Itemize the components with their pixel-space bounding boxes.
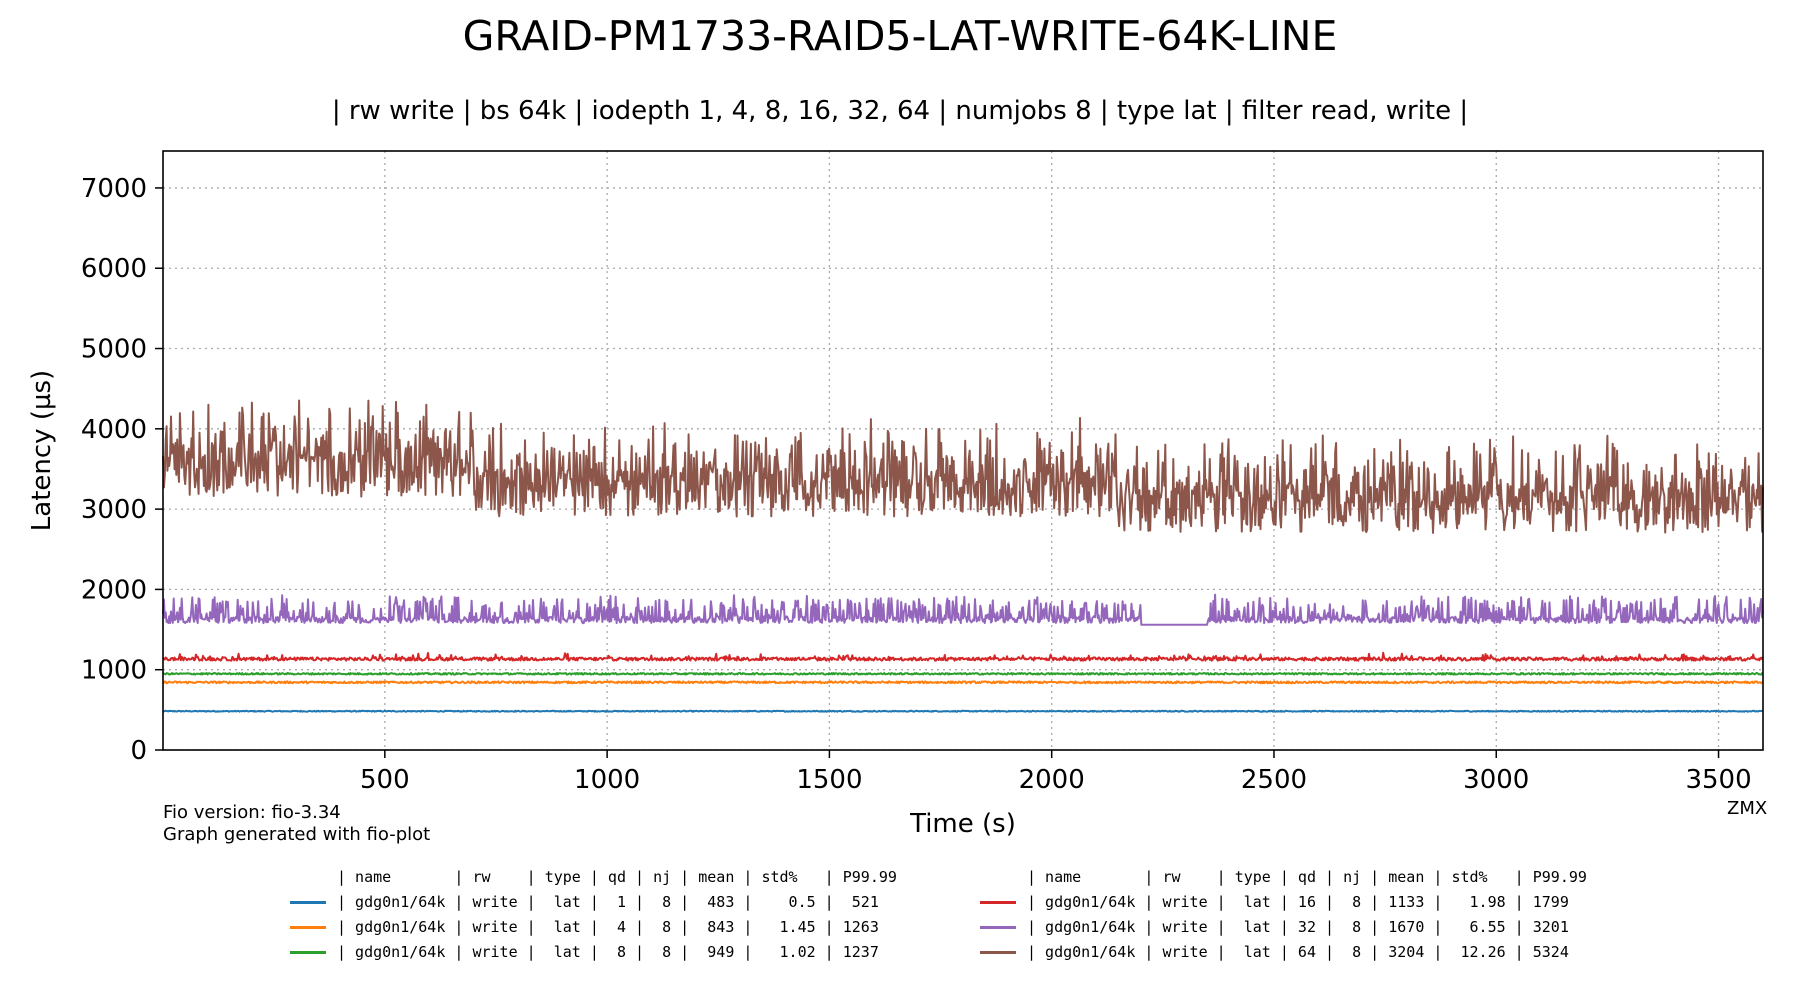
x-tick-label: 2500	[1241, 765, 1307, 795]
series-line-qd-32	[162, 593, 1764, 626]
legend-entry: | gdg0n1/64k | write | lat | 16 | 8 | 11…	[1027, 893, 1569, 911]
y-tick-label: 3000	[81, 495, 147, 525]
legend-entry: | gdg0n1/64k | write | lat | 64 | 8 | 32…	[1027, 943, 1569, 961]
series-line-qd-16	[162, 651, 1764, 662]
series-line-qd-8	[162, 672, 1764, 676]
fio-version-note: Fio version: fio-3.34	[163, 802, 341, 823]
y-tick-label: 5000	[81, 335, 147, 365]
x-tick-label: 500	[360, 765, 410, 795]
x-tick-label: 3500	[1685, 765, 1751, 795]
series-layer	[162, 399, 1764, 713]
chart-title: GRAID-PM1733-RAID5-LAT-WRITE-64K-LINE	[462, 12, 1338, 60]
y-tick-label: 0	[130, 736, 147, 766]
tick-layer: 500 1000 1500 2000 2500 3000 3500 0 1000 2000 3000…	[81, 174, 1752, 795]
watermark: ZMX	[1727, 798, 1768, 819]
chart-subtitle: | rw write | bs 64k | iodepth 1, 4, 8, 1…	[331, 96, 1469, 126]
x-tick-label: 2000	[1019, 765, 1085, 795]
series-line-qd-4	[162, 680, 1764, 685]
x-tick-label: 1500	[796, 765, 862, 795]
x-tick-label: 3000	[1463, 765, 1529, 795]
legend-entry: | gdg0n1/64k | write | lat | 32 | 8 | 16…	[1027, 918, 1569, 936]
y-tick-label: 4000	[81, 415, 147, 445]
legend-entry: | gdg0n1/64k | write | lat | 8 | 8 | 949…	[337, 943, 879, 961]
series-line-qd-64	[162, 399, 1764, 534]
y-tick-label: 1000	[81, 656, 147, 686]
plot-frame	[162, 150, 1764, 751]
x-tick-label: 1000	[574, 765, 640, 795]
legend-entry: | gdg0n1/64k | write | lat | 4 | 8 | 843…	[337, 918, 879, 936]
legend-swatch	[980, 926, 1016, 929]
y-tick-label: 7000	[81, 174, 147, 204]
x-axis-label: Time (s)	[909, 809, 1016, 839]
legend-swatch	[980, 951, 1016, 954]
legend-swatch	[290, 901, 326, 904]
y-axis-label: Latency (µs)	[27, 370, 57, 531]
y-tick-label: 6000	[81, 254, 147, 284]
legend-swatch	[290, 926, 326, 929]
generator-note: Graph generated with fio-plot	[163, 824, 431, 845]
legend-swatch	[980, 901, 1016, 904]
series-line-qd-1	[162, 709, 1764, 713]
legend-header: | name | rw | type | qd | nj | mean | st…	[337, 868, 897, 886]
legend-entry: | gdg0n1/64k | write | lat | 1 | 8 | 483…	[337, 893, 879, 911]
legend-header: | name | rw | type | qd | nj | mean | st…	[1027, 868, 1587, 886]
legend-swatch	[290, 951, 326, 954]
y-tick-label: 2000	[81, 575, 147, 605]
